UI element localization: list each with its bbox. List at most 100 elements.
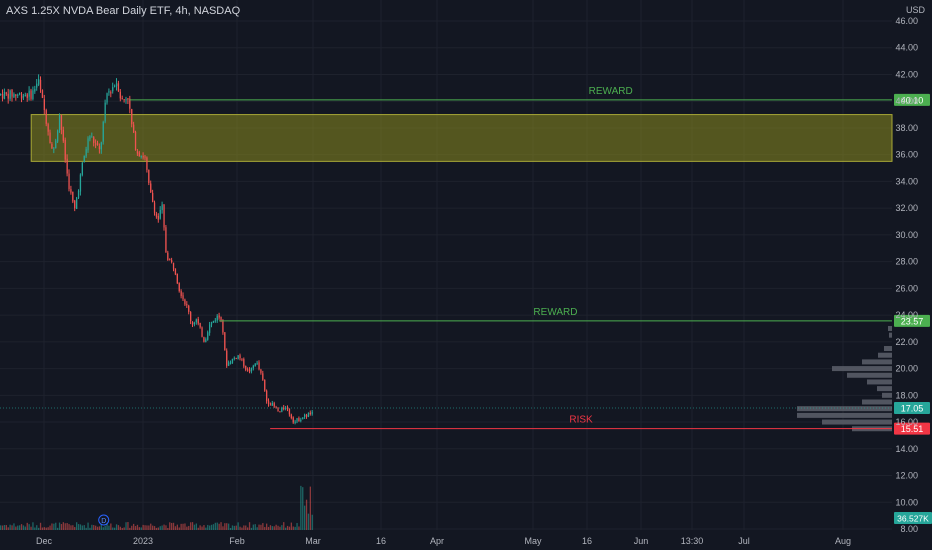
candle-body <box>30 90 32 99</box>
volume-bar <box>262 523 264 530</box>
volume-bar <box>96 526 99 530</box>
candle-body <box>17 94 19 96</box>
volume-bar <box>239 526 241 530</box>
volume-bar <box>195 523 197 530</box>
price-axis[interactable]: 46.00 44.00 42.00 40.00 38.00 36.00 34.00 32.00… <box>895 16 918 534</box>
volume-bar <box>214 522 216 530</box>
candle-body <box>178 283 180 292</box>
candle-body <box>266 390 268 402</box>
candle-body <box>53 148 55 150</box>
price-tick-label: 32.00 <box>895 203 918 213</box>
volume-bar <box>1 525 4 530</box>
volume-bar <box>125 522 127 530</box>
candle-body <box>241 358 243 360</box>
volume-bar <box>218 523 220 530</box>
volume-bar <box>256 527 258 530</box>
level-price-label: 23.57 <box>901 316 924 326</box>
volume-bar <box>146 525 148 530</box>
candle-body <box>277 407 279 412</box>
candle-body <box>307 413 310 418</box>
volume-bar <box>34 527 36 530</box>
candle-body <box>235 358 237 360</box>
volume-bar <box>165 525 167 530</box>
time-tick-label: Jul <box>738 536 750 546</box>
candle-body <box>174 268 177 275</box>
volume-bar <box>254 524 256 530</box>
level-label: RISK <box>569 415 593 426</box>
price-tick-label: 20.00 <box>895 364 918 374</box>
volume-bar <box>304 505 306 530</box>
volume-bar <box>153 526 156 530</box>
volume-bar <box>20 524 23 530</box>
volume-profile-bar <box>797 412 892 418</box>
volume-bar <box>285 527 287 530</box>
horizontal-lines[interactable]: REWARD 40.10 REWARD 23.57 RISK 15.51 17.05 36.5… <box>0 86 932 524</box>
volume-bar <box>83 525 85 530</box>
volume-bar <box>144 525 146 530</box>
candle-body <box>271 402 273 406</box>
volume-bar <box>309 486 311 530</box>
candle-body <box>161 204 163 211</box>
candle-body <box>26 94 28 98</box>
candle-body <box>22 96 25 98</box>
candle-body <box>292 417 294 423</box>
price-tick-label: 16.00 <box>895 417 918 427</box>
candle-body <box>193 322 196 325</box>
volume-bar <box>115 524 118 530</box>
volume-bar <box>13 523 15 530</box>
volume-bar <box>199 525 201 530</box>
volume-bar <box>77 524 80 530</box>
candle-body <box>47 124 49 132</box>
candle-body <box>106 93 108 103</box>
volume-bar <box>70 525 72 530</box>
volume-bar <box>174 526 177 530</box>
price-tick-label: 46.00 <box>895 16 918 26</box>
candle-body <box>13 94 15 98</box>
volume-bar <box>292 526 294 530</box>
candle-body <box>167 252 169 261</box>
volume-bar <box>161 525 163 530</box>
volume-bar <box>180 523 182 530</box>
candle-body <box>203 337 205 342</box>
candle-body <box>83 155 85 162</box>
candle-body <box>72 191 74 202</box>
candle-body <box>220 316 222 321</box>
candle-body <box>288 408 291 415</box>
level-price-label: 40.10 <box>901 95 924 105</box>
volume-bar <box>98 526 101 530</box>
price-tick-label: 22.00 <box>895 337 918 347</box>
volume-bar <box>188 525 190 530</box>
candle-body <box>273 403 275 407</box>
volume-bar <box>142 524 144 530</box>
level-label: REWARD <box>589 86 633 97</box>
volume-bar <box>138 527 140 530</box>
dividend-marker[interactable]: D <box>98 514 110 526</box>
supply-zone[interactable] <box>30 114 893 162</box>
candle-body <box>15 94 17 96</box>
candle-body <box>248 369 251 372</box>
volume-bar <box>55 522 57 530</box>
volume-bar <box>302 487 304 530</box>
volume-bar <box>279 526 281 530</box>
price-tick-label: 18.00 <box>895 390 918 400</box>
candle-body <box>199 323 201 328</box>
time-axis[interactable]: Dec 2023 Feb Mar 16 Apr May 16 Jun 13:30 Jul Aug <box>36 536 851 546</box>
volume-bar <box>68 524 70 530</box>
candle-body <box>0 93 2 95</box>
candle-body <box>205 339 207 342</box>
candles[interactable] <box>0 74 313 425</box>
time-tick-label: Apr <box>430 536 444 546</box>
volume-bar <box>121 527 123 530</box>
volume-bar <box>140 527 142 530</box>
candle-body <box>283 407 285 410</box>
volume-bar <box>184 523 186 530</box>
candle-body <box>87 138 89 151</box>
candle-body <box>250 367 253 372</box>
candle-body <box>123 99 125 101</box>
volume-bar <box>311 514 313 530</box>
volume-bar <box>0 525 2 530</box>
candle-body <box>24 94 26 96</box>
volume-bar <box>117 525 120 530</box>
candle-body <box>66 158 68 174</box>
